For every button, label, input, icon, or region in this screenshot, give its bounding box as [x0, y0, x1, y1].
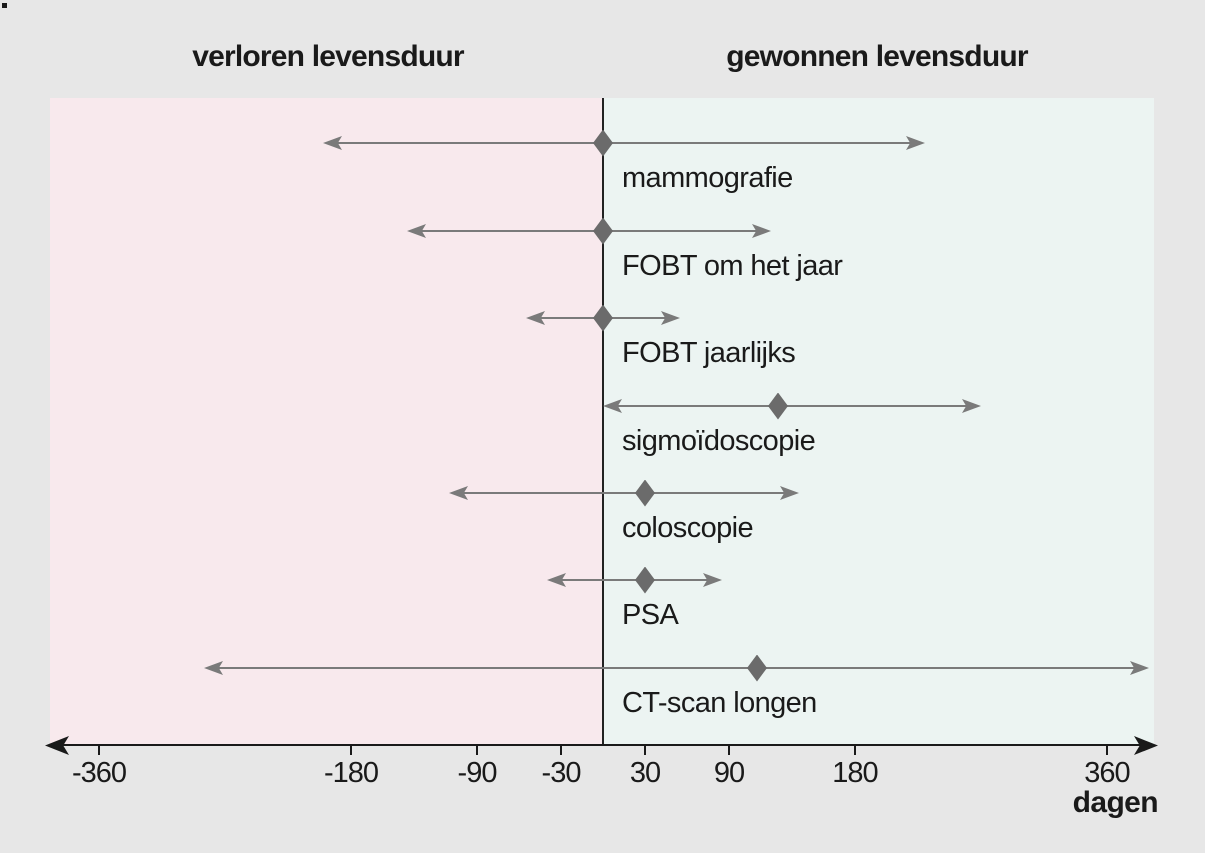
left-axis-title: verloren levensduur [192, 40, 464, 73]
axis-tick [560, 746, 562, 755]
axis-unit-label: dagen [1072, 786, 1159, 819]
point-estimate-diamond [747, 654, 767, 682]
point-estimate-diamond [593, 217, 613, 245]
axis-tick-label: -90 [457, 757, 498, 789]
x-axis-line [50, 744, 1153, 746]
axis-tick [854, 746, 856, 755]
axis-tick-label: -360 [71, 757, 127, 789]
range-line [609, 405, 975, 407]
range-line [553, 579, 716, 581]
axis-tick [1106, 746, 1108, 755]
range-line [329, 142, 919, 144]
axis-tick [728, 746, 730, 755]
axis-tick [644, 746, 646, 755]
axis-tick-label: -30 [541, 757, 582, 789]
zero-baseline [602, 98, 604, 745]
axis-tick-label: 90 [713, 757, 745, 789]
point-estimate-diamond [635, 479, 655, 507]
series-label: sigmoïdoscopie [622, 425, 816, 457]
right-axis-title: gewonnen levensduur [726, 40, 1028, 73]
axis-tick [98, 746, 100, 755]
point-estimate-diamond [635, 566, 655, 594]
axis-tick-label: 360 [1084, 757, 1130, 789]
series-label: FOBT om het jaar [622, 250, 843, 282]
corner-mark [2, 3, 7, 8]
axis-tick-label: -180 [323, 757, 379, 789]
series-label: mammografie [622, 162, 793, 194]
axis-tick-label: 30 [629, 757, 661, 789]
series-label: CT-scan longen [622, 687, 817, 719]
series-label: coloscopie [622, 512, 754, 544]
range-line [413, 230, 765, 232]
lost-days-region [50, 98, 603, 745]
point-estimate-diamond [768, 392, 788, 420]
range-line [210, 667, 1143, 669]
series-label: PSA [622, 599, 679, 631]
series-label: FOBT jaarlijks [622, 337, 796, 369]
axis-tick-label: 180 [832, 757, 878, 789]
point-estimate-diamond [593, 304, 613, 332]
axis-tick [476, 746, 478, 755]
gained-days-region [603, 98, 1154, 745]
range-line [455, 492, 793, 494]
axis-tick [350, 746, 352, 755]
point-estimate-diamond [593, 129, 613, 157]
